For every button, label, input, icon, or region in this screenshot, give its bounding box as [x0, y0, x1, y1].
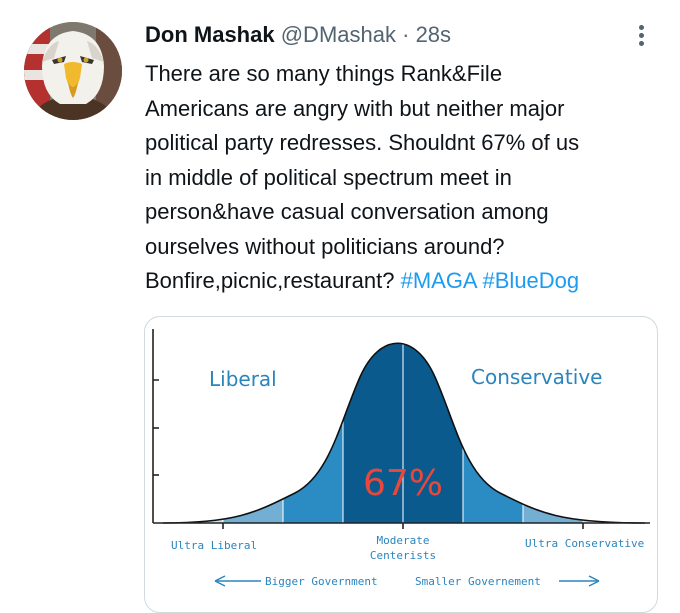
- tweet-text-line: political party redresses. Shouldnt 67% …: [145, 130, 580, 155]
- tweet-timestamp[interactable]: 28s: [415, 22, 452, 47]
- centerists-label: Centerists: [370, 549, 436, 562]
- center-percent-label: 67%: [363, 463, 443, 504]
- author-handle[interactable]: @DMashak: [280, 22, 396, 47]
- bell-curve-outline: [162, 342, 646, 524]
- tweet-text: There are so many things Rank&File Ameri…: [145, 57, 670, 299]
- tweet-text-line: ourselves without politicians around?: [145, 233, 505, 259]
- conservative-label: Conservative: [471, 365, 602, 389]
- tweet-text-line: person&have casual conversation among: [145, 199, 549, 224]
- bigger-government-label: Bigger Government: [265, 575, 378, 588]
- tweet-text-line: There are so many things Rank&File: [145, 61, 503, 86]
- tweet-header: Don Mashak @DMashak · 28s: [145, 22, 451, 48]
- separator-dot: ·: [402, 22, 410, 47]
- tweet-media-image[interactable]: Liberal Conservative 67% Ultra Liberal M…: [144, 316, 658, 613]
- tweet-text-fragment: Bonfire,picnic,restaurant?: [145, 268, 401, 293]
- more-options-button[interactable]: [632, 20, 652, 50]
- bigger-government-arrow: [214, 575, 261, 587]
- hashtag-maga-link[interactable]: #MAGA: [400, 268, 477, 293]
- ultra-liberal-label: Ultra Liberal: [171, 539, 257, 552]
- moderate-label: Moderate: [377, 534, 430, 547]
- bell-curve-chart: Liberal Conservative 67% Ultra Liberal M…: [152, 329, 650, 588]
- bald-eagle-avatar-icon: [24, 22, 122, 120]
- liberal-label: Liberal: [209, 367, 277, 391]
- smaller-government-arrow: [559, 575, 600, 587]
- smaller-government-label: Smaller Governement: [415, 575, 541, 588]
- hashtag-bluedog-link[interactable]: #BlueDog: [482, 268, 580, 293]
- bell-curve-fill: [163, 343, 645, 523]
- tweet-text-line: in middle of political spectrum meet in: [145, 164, 512, 190]
- tweet-text-line-last: Bonfire,picnic,restaurant? #MAGA #BlueDo…: [145, 264, 670, 299]
- author-name[interactable]: Don Mashak: [145, 22, 275, 47]
- tweet-text-line: Americans are angry with but neither maj…: [145, 95, 565, 121]
- chart-axes: [152, 329, 650, 529]
- ultra-conservative-label: Ultra Conservative: [525, 537, 644, 550]
- author-avatar[interactable]: [24, 22, 122, 120]
